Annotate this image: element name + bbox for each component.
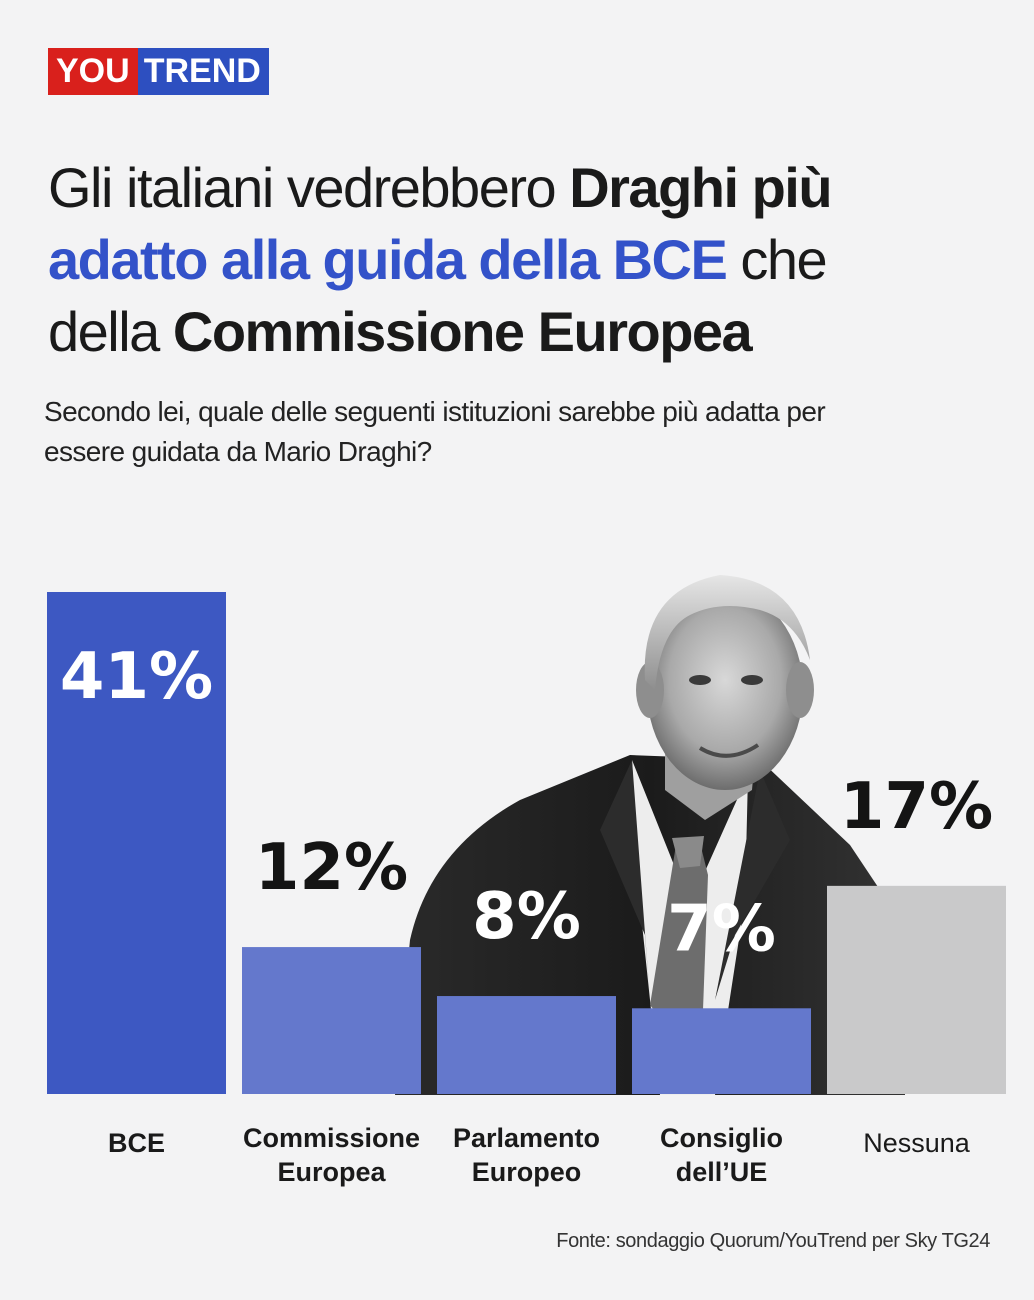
title-part-3: adatto alla guida della BCE xyxy=(48,228,728,291)
value-label-2: 8% xyxy=(472,880,581,954)
title-part-2: Draghi più xyxy=(569,156,832,219)
category-label-2-1: Europeo xyxy=(472,1157,582,1187)
category-label-1-0: Commissione xyxy=(243,1123,420,1153)
value-label-4: 17% xyxy=(840,770,993,844)
category-label-0-0: BCE xyxy=(108,1128,165,1158)
title-part-6: Commissione Europea xyxy=(172,300,753,363)
category-label-2-0: Parlamento xyxy=(453,1123,600,1153)
category-label-4-0: Nessuna xyxy=(863,1128,971,1158)
bar-1 xyxy=(242,947,421,1094)
value-label-1: 12% xyxy=(255,831,408,905)
bar-3 xyxy=(632,1008,811,1094)
logo-trend: TREND xyxy=(137,48,269,95)
bar-2 xyxy=(437,996,616,1094)
title-part-5: della xyxy=(48,300,173,363)
category-label-3-1: dell’UE xyxy=(676,1157,768,1187)
bar-0 xyxy=(47,592,226,1094)
category-label-3-0: Consiglio xyxy=(660,1123,783,1153)
value-label-3: 7% xyxy=(667,892,776,966)
youtrend-logo: YOU TREND xyxy=(48,48,269,95)
value-label-0: 41% xyxy=(60,640,213,714)
chart-title: Gli italiani vedrebbero Draghi più adatto… xyxy=(48,152,1008,368)
source-note: Fonte: sondaggio Quorum/YouTrend per Sky… xyxy=(556,1230,990,1252)
logo-you: YOU xyxy=(48,48,138,95)
category-label-1-1: Europea xyxy=(277,1157,386,1187)
title-part-4: che xyxy=(726,228,827,291)
bar-4 xyxy=(827,885,1006,1094)
title-part-1: Gli italiani vedrebbero xyxy=(48,156,570,219)
chart-subtitle: Secondo lei, quale delle seguenti istitu… xyxy=(44,396,826,467)
